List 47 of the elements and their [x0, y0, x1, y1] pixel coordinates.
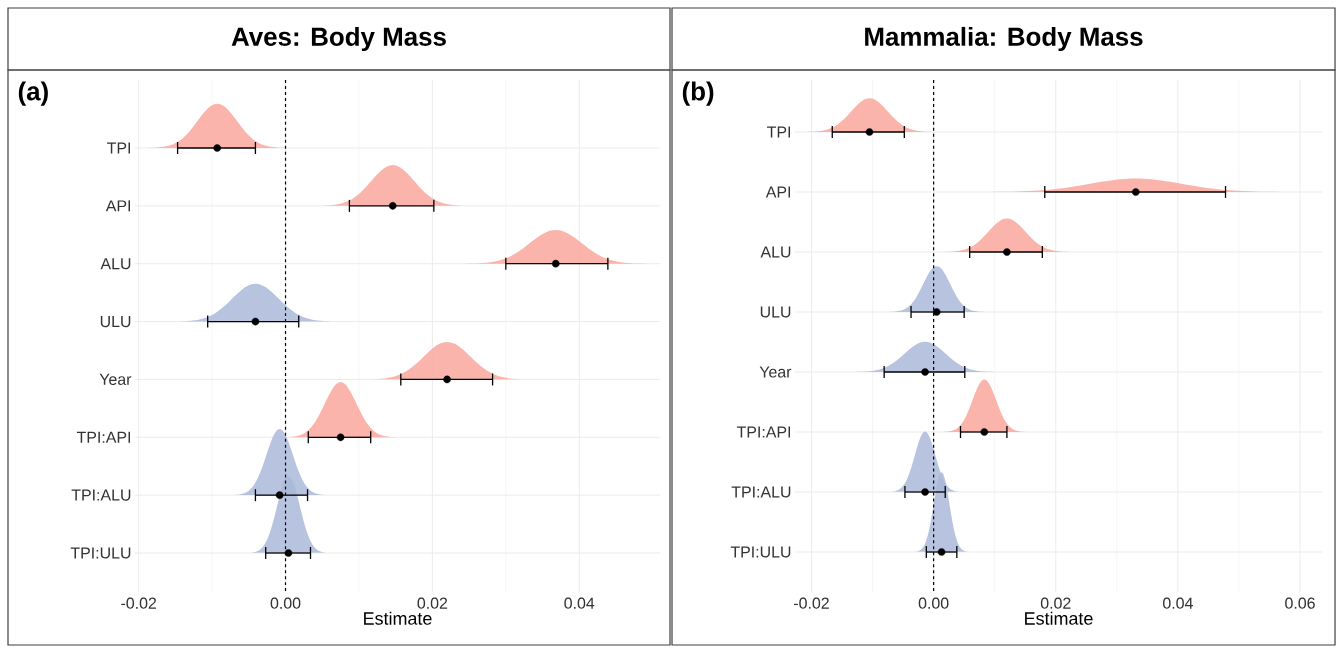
- y-tick-label: TPI: [107, 142, 131, 154]
- point: [865, 128, 874, 136]
- y-tick-label: Year: [99, 373, 132, 385]
- x-tick-label: -0.02: [794, 597, 829, 609]
- x-tick-label: 0.06: [1285, 597, 1315, 609]
- point: [932, 308, 941, 316]
- x-tick-label: -0.02: [121, 597, 157, 609]
- point: [1131, 188, 1140, 196]
- point: [921, 488, 929, 496]
- y-tick-label: TPI:ULU: [730, 546, 791, 558]
- point: [213, 144, 222, 152]
- x-axis-title: Estimate: [1025, 611, 1093, 625]
- y-tick-label: TPI:API: [736, 426, 791, 438]
- x-axis-title: Estimate: [364, 611, 432, 625]
- text: (b): [682, 81, 714, 106]
- point: [336, 433, 345, 442]
- point: [551, 259, 560, 268]
- y-tick-label: TPI: [767, 126, 791, 138]
- y-tick-label: ULU: [100, 316, 131, 328]
- point: [284, 549, 293, 557]
- x-tick-label: 0.04: [564, 597, 595, 609]
- y-tick-label: ULU: [760, 306, 791, 318]
- point: [275, 491, 284, 499]
- y-tick-label: ALU: [760, 246, 791, 258]
- chart-title: Aves: Body Mass: [231, 26, 446, 52]
- x-tick-label: 0.02: [417, 597, 448, 609]
- y-tick-label: TPI:ALU: [71, 489, 131, 501]
- y-tick-label: API: [105, 200, 131, 212]
- y-tick-label: ALU: [100, 258, 131, 270]
- y-tick-label: API: [765, 186, 791, 198]
- y-tick-label: Year: [759, 366, 792, 378]
- x-tick-label: 0.02: [1040, 597, 1071, 609]
- point: [251, 317, 260, 326]
- point: [980, 428, 989, 436]
- point: [1003, 248, 1011, 256]
- point: [937, 548, 946, 556]
- x-tick-label: 0.00: [270, 597, 301, 609]
- y-tick-label: TPI:API: [76, 431, 131, 443]
- point: [921, 368, 929, 376]
- x-tick-label: 0.00: [918, 597, 949, 609]
- text: (a): [18, 81, 48, 106]
- y-tick-label: TPI:ULU: [70, 547, 131, 559]
- y-tick-label: TPI:ALU: [731, 486, 791, 498]
- x-tick-label: 0.04: [1163, 597, 1193, 609]
- point: [443, 375, 451, 384]
- point: [388, 202, 397, 210]
- chart-title: Mammalia: Body Mass: [865, 26, 1143, 52]
